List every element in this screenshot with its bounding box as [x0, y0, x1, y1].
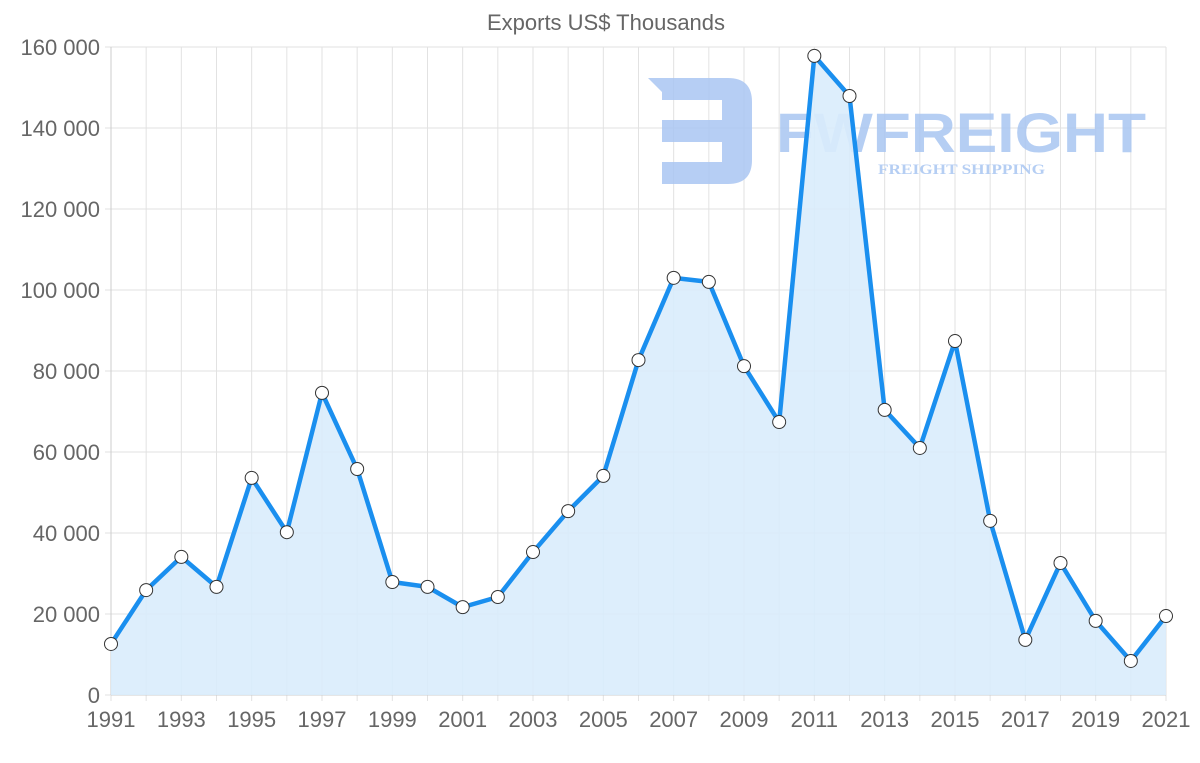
data-point-1997[interactable] [315, 385, 329, 400]
data-point-2014[interactable] [912, 440, 927, 455]
data-point-1991[interactable] [104, 636, 118, 651]
y-tick-label: 60 000 [33, 440, 100, 465]
x-tick-label: 2013 [860, 707, 909, 732]
x-tick-label: 2011 [791, 707, 838, 732]
data-point-2016[interactable] [983, 513, 998, 528]
data-point-2005[interactable] [596, 468, 611, 483]
y-tick-label: 100 000 [20, 278, 100, 303]
y-tick-label: 40 000 [33, 521, 100, 546]
watermark: FWFREIGHT FREIGHT SHIPPING [648, 78, 1146, 184]
data-point-2020[interactable] [1123, 653, 1138, 668]
x-tick-label: 2007 [649, 707, 698, 732]
y-tick-label: 0 [88, 683, 100, 708]
y-tick-label: 140 000 [20, 116, 100, 141]
data-point-2007[interactable] [666, 270, 681, 285]
data-point-2004[interactable] [561, 504, 576, 519]
data-point-2010[interactable] [772, 415, 787, 430]
data-point-2009[interactable] [737, 359, 751, 374]
chart-title: Exports US$ Thousands [487, 10, 725, 35]
data-point-2015[interactable] [948, 334, 962, 349]
area-fill [111, 55, 1166, 696]
data-point-2006[interactable] [631, 353, 646, 368]
y-tick-label: 160 000 [20, 35, 100, 60]
data-point-2003[interactable] [526, 545, 540, 560]
x-tick-label: 1993 [157, 707, 206, 732]
x-tick-label: 2005 [579, 707, 628, 732]
x-tick-label: 1991 [87, 707, 136, 732]
data-point-2001[interactable] [455, 600, 470, 615]
data-point-2013[interactable] [877, 402, 892, 417]
y-tick-label: 20 000 [33, 602, 100, 627]
data-point-2021[interactable] [1159, 609, 1173, 624]
watermark-tagline: FREIGHT SHIPPING [878, 162, 1045, 178]
x-tick-label: 2015 [931, 707, 980, 732]
data-point-1996[interactable] [279, 525, 294, 540]
x-tick-label: 1997 [298, 707, 347, 732]
x-tick-label: 1995 [227, 707, 276, 732]
y-tick-label: 80 000 [33, 359, 100, 384]
x-tick-label: 2017 [1001, 707, 1050, 732]
x-tick-label: 2003 [509, 707, 558, 732]
x-tick-label: 2001 [438, 707, 487, 732]
f-logo-icon [648, 78, 752, 184]
data-point-1998[interactable] [350, 462, 365, 477]
data-point-1999[interactable] [385, 575, 400, 590]
x-axis: 1991 1993 1995 1997 1999 2001 2003 2005 2007 2009… [87, 707, 1191, 732]
data-point-1995[interactable] [244, 470, 259, 485]
data-point-1994[interactable] [209, 579, 224, 594]
x-tick-label: 1999 [368, 707, 417, 732]
data-markers [104, 48, 1173, 668]
data-point-1993[interactable] [174, 549, 189, 564]
data-point-2019[interactable] [1088, 613, 1103, 628]
data-point-2018[interactable] [1053, 555, 1068, 570]
x-tick-label: 2009 [720, 707, 769, 732]
y-tick-label: 120 000 [20, 197, 100, 222]
data-point-2002[interactable] [490, 589, 505, 604]
data-point-2000[interactable] [420, 579, 435, 594]
data-point-2008[interactable] [701, 274, 716, 289]
x-tick-label: 2021 [1142, 707, 1191, 732]
data-point-1992[interactable] [139, 583, 154, 598]
data-point-2012[interactable] [842, 89, 857, 104]
data-point-2017[interactable] [1018, 632, 1033, 647]
x-tick-label: 2019 [1071, 707, 1120, 732]
y-axis: 0 20 000 40 000 60 000 80 000 100 000 120 000 1… [20, 35, 100, 708]
data-point-2011[interactable] [807, 48, 822, 63]
